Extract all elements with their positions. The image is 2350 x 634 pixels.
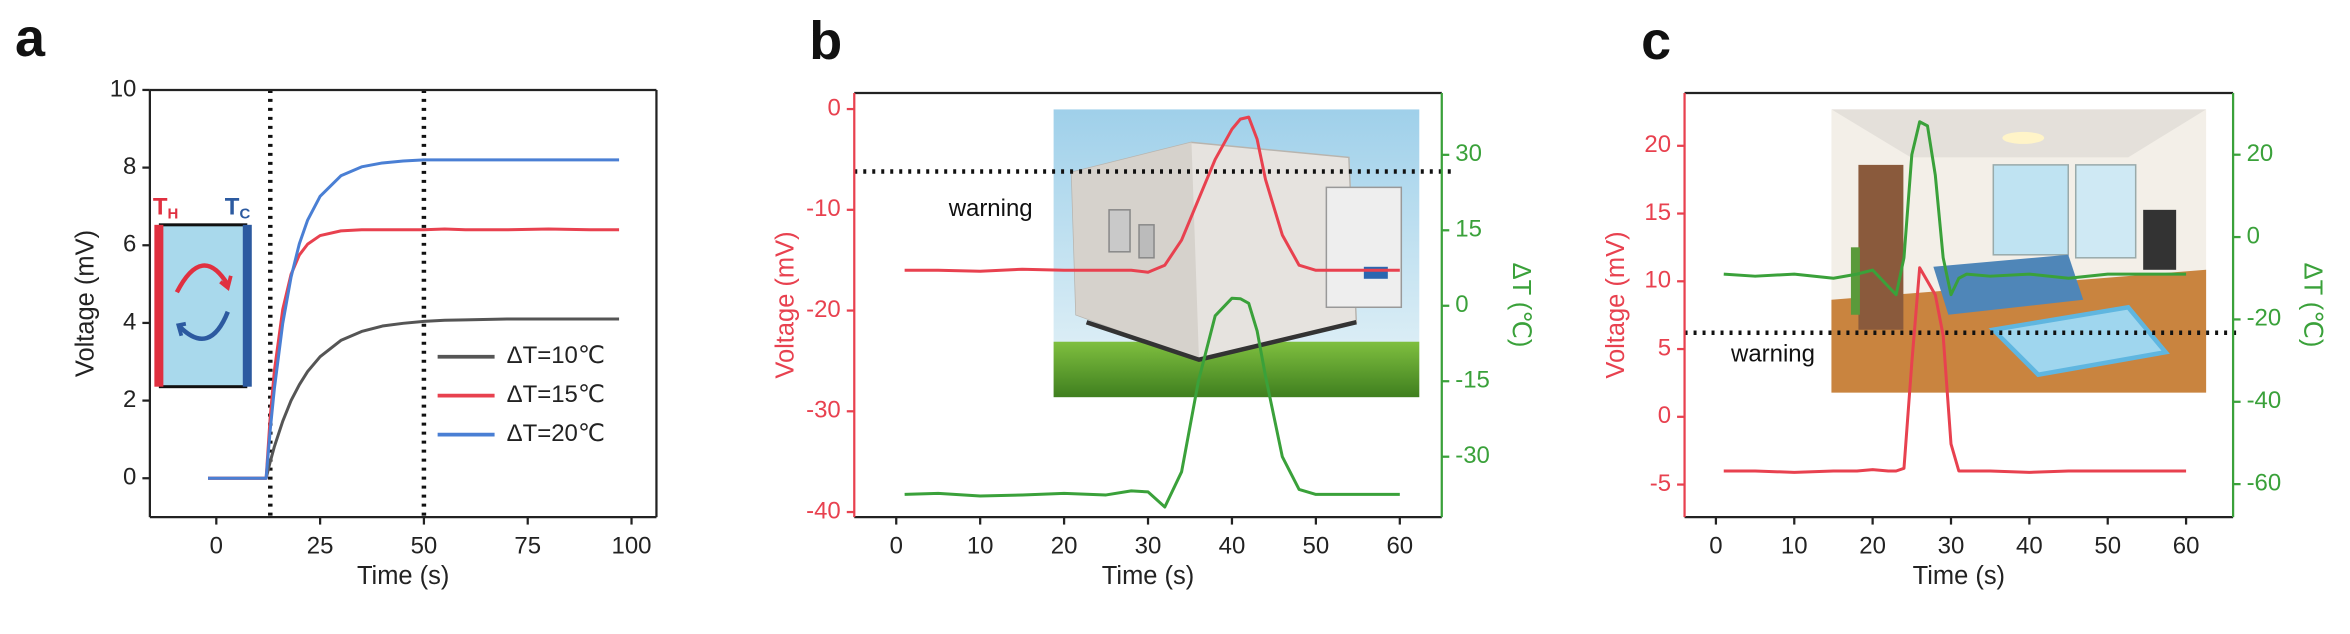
x-axis-label: Time (s)	[1102, 562, 1194, 590]
inset-b	[1053, 109, 1420, 398]
x-axis-label: Time (s)	[357, 562, 449, 590]
y-tick-label: -5	[1650, 470, 1671, 497]
y-tick-label: -30	[806, 397, 841, 424]
y-tick-label: 0	[123, 464, 136, 491]
warning-label: warning	[948, 195, 1033, 222]
y-tick-label: 10	[1644, 267, 1671, 294]
y2-tick-label: -15	[1455, 367, 1490, 394]
x-tick-label: 100	[612, 532, 652, 559]
warning-label: warning	[1730, 341, 1815, 368]
y-tick-label: 10	[110, 75, 137, 102]
x-tick-label: 40	[2016, 532, 2043, 559]
inset-c	[1831, 109, 2207, 393]
x-tick-label: 75	[514, 532, 541, 559]
panel-label: b	[809, 11, 842, 71]
panel-label: c	[1641, 11, 1671, 71]
x-tick-label: 50	[2094, 532, 2121, 559]
x-tick-label: 50	[1303, 532, 1330, 559]
x-axis-label: Time (s)	[1913, 562, 2005, 590]
series-line	[904, 296, 1400, 509]
y2-tick-label: 0	[2247, 222, 2260, 249]
y-tick-label: 2	[123, 386, 136, 413]
y2-axis-label: ΔT (℃)	[1507, 263, 1535, 348]
legend-label: ΔT=20℃	[507, 420, 605, 447]
y-tick-label: 6	[123, 231, 136, 258]
inset-label-sub: C	[239, 205, 250, 222]
y2-tick-label: -60	[2247, 469, 2282, 496]
x-tick-label: 25	[307, 532, 334, 559]
inset-a	[154, 223, 252, 389]
y2-tick-label: -30	[1455, 442, 1490, 469]
y-axis-label: Voltage (mV)	[72, 230, 100, 377]
y2-tick-label: 0	[1455, 291, 1468, 318]
y-tick-label: 0	[827, 94, 840, 121]
inset-label: TH	[153, 194, 178, 223]
x-tick-label: 60	[2173, 532, 2200, 559]
y-axis-label: Voltage (mV)	[1602, 231, 1630, 378]
inset-label-main: T	[225, 194, 240, 221]
x-tick-label: 10	[1781, 532, 1808, 559]
inset-label: TC	[225, 194, 251, 223]
y-tick-label: 5	[1658, 334, 1671, 361]
series-line	[904, 115, 1400, 274]
x-tick-label: 40	[1219, 532, 1246, 559]
y-tick-label: 0	[1658, 402, 1671, 429]
y2-tick-label: 20	[2247, 140, 2274, 167]
y-axis-label: Voltage (mV)	[772, 231, 800, 378]
x-tick-label: 50	[411, 532, 438, 559]
y2-tick-label: 30	[1455, 140, 1482, 167]
y2-axis-label: ΔT (℃)	[2298, 263, 2326, 348]
legend-label: ΔT=10℃	[507, 342, 605, 369]
y2-tick-label: -20	[2247, 305, 2282, 332]
x-tick-label: 10	[967, 532, 994, 559]
x-tick-label: 0	[1709, 532, 1722, 559]
y2-tick-label: -40	[2247, 387, 2282, 414]
x-tick-label: 20	[1859, 532, 1886, 559]
series-line	[1723, 266, 2187, 474]
x-tick-label: 0	[890, 532, 903, 559]
inset-label-sub: H	[168, 205, 179, 222]
x-tick-label: 60	[1386, 532, 1413, 559]
x-tick-label: 30	[1135, 532, 1162, 559]
y-tick-label: 15	[1644, 199, 1671, 226]
y2-tick-label: 15	[1455, 216, 1482, 243]
y-tick-label: -20	[806, 296, 841, 323]
inset-label-main: T	[153, 194, 168, 221]
series-line	[208, 158, 620, 480]
y-tick-label: 4	[123, 308, 136, 335]
legend-label: ΔT=15℃	[507, 381, 605, 408]
x-tick-label: 0	[210, 532, 223, 559]
panel-label: a	[15, 8, 46, 68]
y-tick-label: 8	[123, 153, 136, 180]
y-tick-label: -10	[806, 195, 841, 222]
x-tick-label: 30	[1938, 532, 1965, 559]
series-line	[1723, 120, 2187, 297]
x-tick-label: 20	[1051, 532, 1078, 559]
y-tick-label: 20	[1644, 131, 1671, 158]
y-tick-label: -40	[806, 497, 841, 524]
